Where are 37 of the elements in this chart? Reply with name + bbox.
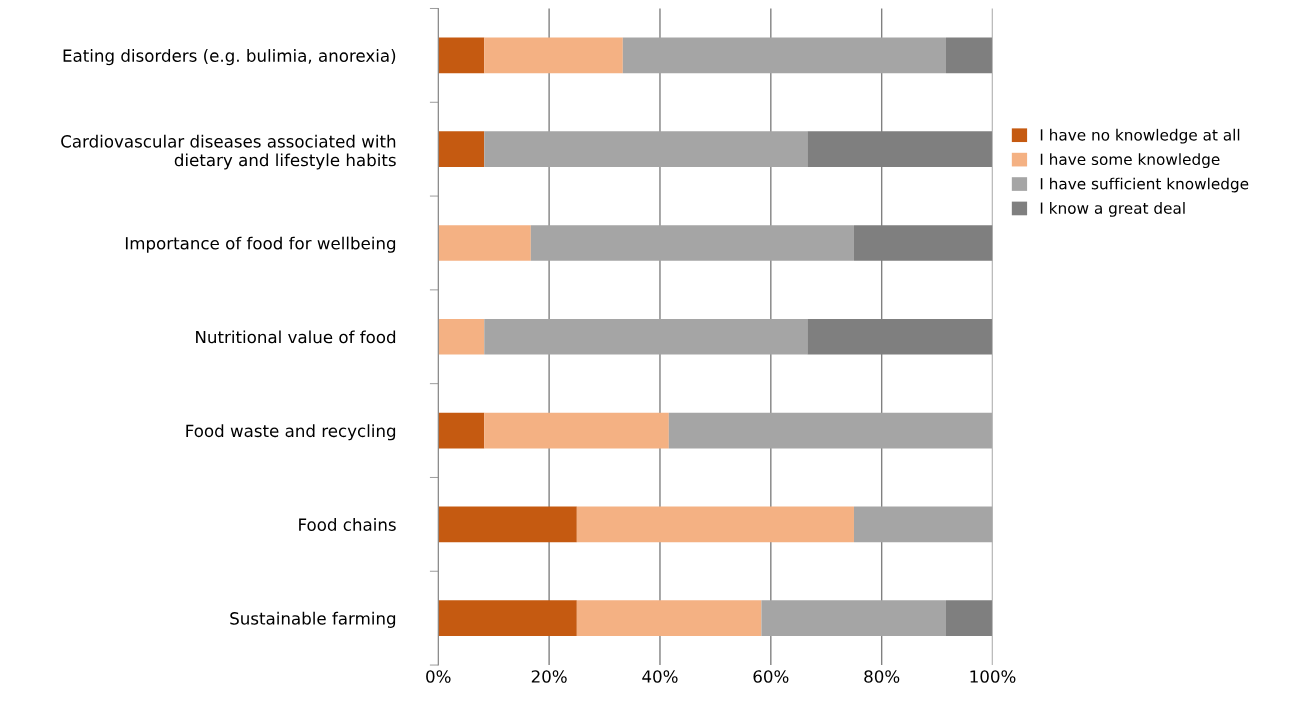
legend-label: I have sufficient knowledge (1040, 177, 1249, 193)
x-tick-label: 20% (531, 670, 567, 683)
bar (761, 600, 946, 636)
bar (438, 131, 485, 167)
y-tick-label: Food chains (299, 518, 396, 531)
bar (576, 506, 854, 543)
bar (484, 131, 808, 167)
x-tick-label: 0% (426, 670, 451, 683)
legend-label: I know a great deal (1040, 202, 1185, 217)
x-tick-label: 40% (642, 670, 678, 683)
bar (438, 600, 577, 636)
y-tick-label: Importance of food for wellbeing (125, 236, 396, 253)
y-tick-label: Food waste and recycling (186, 424, 396, 441)
bar (484, 37, 623, 74)
bar (438, 412, 485, 449)
x-tick-label: 60% (753, 670, 789, 683)
bar (438, 506, 577, 543)
bar (945, 600, 992, 636)
bar (438, 225, 531, 261)
bar (853, 506, 993, 543)
bar (668, 412, 992, 449)
y-tick-label: Sustainable farming (230, 611, 396, 628)
legend-label: I have some knowledge (1040, 153, 1220, 169)
bar (484, 318, 808, 355)
bar (576, 600, 762, 636)
bar (484, 412, 669, 449)
bar (622, 37, 946, 74)
bar (438, 318, 485, 355)
bar (530, 225, 854, 261)
bar (945, 37, 992, 74)
y-tick-label: Nutritional value of food (196, 330, 396, 344)
legend-label: I have no knowledge at all (1040, 128, 1240, 144)
x-tick-label: 80% (864, 670, 900, 683)
y-tick-label: Cardiovascular diseases associated with dietary and lifestyle habits (61, 134, 396, 170)
bar (438, 37, 485, 74)
x-tick-label: 100% (970, 670, 1016, 683)
y-tick-label: Eating disorders (e.g. bulimia, anorexia) (63, 49, 396, 66)
